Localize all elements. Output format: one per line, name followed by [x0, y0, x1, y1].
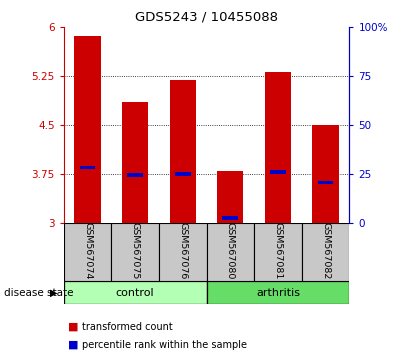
Text: disease state: disease state: [4, 288, 74, 298]
Bar: [64, 223, 111, 281]
Text: transformed count: transformed count: [82, 322, 173, 332]
Text: GSM567076: GSM567076: [178, 222, 187, 280]
Bar: [254, 223, 302, 281]
Bar: [206, 281, 349, 304]
Bar: [222, 216, 238, 219]
Text: GSM567074: GSM567074: [83, 222, 92, 280]
Text: ■: ■: [68, 340, 79, 350]
Bar: [159, 223, 206, 281]
Text: control: control: [116, 288, 155, 298]
Text: GSM567075: GSM567075: [131, 222, 140, 280]
Bar: [206, 223, 254, 281]
Title: GDS5243 / 10455088: GDS5243 / 10455088: [135, 11, 278, 24]
Text: GSM567082: GSM567082: [321, 222, 330, 280]
Bar: [74, 36, 101, 223]
Text: arthritis: arthritis: [256, 288, 300, 298]
Bar: [175, 172, 191, 176]
Bar: [302, 223, 349, 281]
Bar: [80, 166, 95, 169]
Bar: [122, 102, 148, 223]
Text: percentile rank within the sample: percentile rank within the sample: [82, 340, 247, 350]
Text: GSM567081: GSM567081: [273, 222, 282, 280]
Text: GSM567080: GSM567080: [226, 222, 235, 280]
Text: ■: ■: [68, 322, 79, 332]
Text: ▶: ▶: [50, 288, 57, 298]
Bar: [270, 170, 286, 174]
Bar: [64, 281, 206, 304]
Bar: [318, 181, 333, 184]
Bar: [111, 223, 159, 281]
Bar: [312, 125, 339, 223]
Bar: [217, 171, 243, 223]
Bar: [170, 80, 196, 223]
Bar: [265, 73, 291, 223]
Bar: [127, 173, 143, 177]
